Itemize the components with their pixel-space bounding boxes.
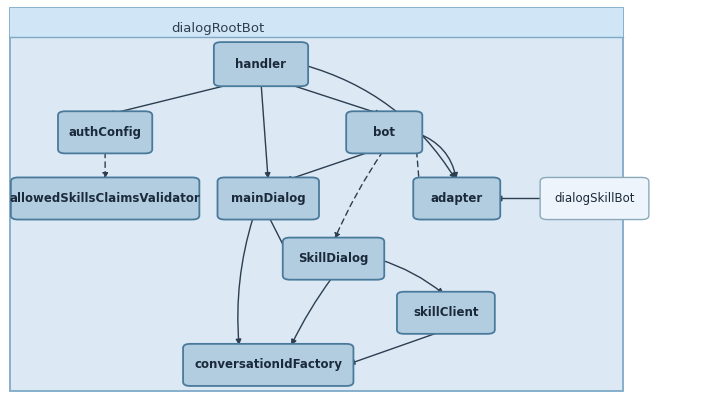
FancyBboxPatch shape: [218, 177, 319, 220]
FancyBboxPatch shape: [10, 8, 623, 391]
Text: mainDialog: mainDialog: [231, 192, 305, 205]
Text: skillClient: skillClient: [413, 306, 478, 319]
FancyBboxPatch shape: [283, 237, 384, 280]
FancyBboxPatch shape: [413, 177, 500, 220]
FancyBboxPatch shape: [58, 111, 152, 153]
Text: dialogRootBot: dialogRootBot: [171, 22, 264, 34]
FancyBboxPatch shape: [214, 42, 308, 86]
Text: bot: bot: [373, 126, 395, 139]
Text: adapter: adapter: [431, 192, 483, 205]
Text: handler: handler: [236, 58, 286, 71]
FancyBboxPatch shape: [10, 8, 623, 37]
FancyBboxPatch shape: [397, 292, 494, 334]
Text: allowedSkillsClaimsValidator: allowedSkillsClaimsValidator: [9, 192, 201, 205]
FancyBboxPatch shape: [347, 111, 422, 153]
Text: authConfig: authConfig: [69, 126, 141, 139]
FancyBboxPatch shape: [183, 344, 354, 386]
FancyBboxPatch shape: [540, 177, 649, 220]
Text: conversationIdFactory: conversationIdFactory: [194, 358, 342, 371]
Text: dialogSkillBot: dialogSkillBot: [554, 192, 635, 205]
FancyBboxPatch shape: [11, 177, 199, 220]
Text: SkillDialog: SkillDialog: [298, 252, 369, 265]
